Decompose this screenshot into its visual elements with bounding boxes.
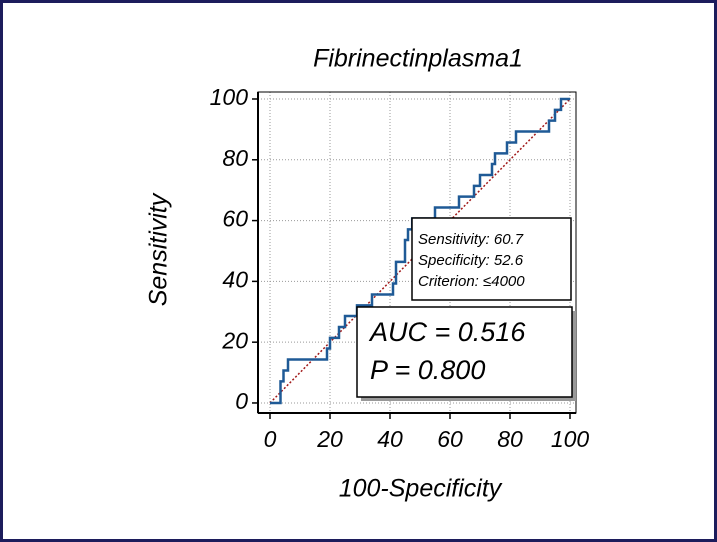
x-tick-label: 0 <box>264 426 277 452</box>
criterion-text: Specificity: 52.6 <box>418 252 524 269</box>
criterion-text: Sensitivity: 60.7 <box>418 231 524 248</box>
y-tick-label: 80 <box>222 145 248 171</box>
x-tick-label: 100 <box>551 426 590 452</box>
y-axis-label: Sensitivity <box>145 192 173 306</box>
criterion-text: Criterion: ≤4000 <box>418 273 525 290</box>
y-tick-label: 40 <box>222 266 248 292</box>
chart-title: Fibrinectinplasma1 <box>313 45 523 73</box>
stats-box <box>356 306 573 398</box>
x-tick-label: 20 <box>316 426 343 452</box>
stats-text: P = 0.800 <box>370 355 485 385</box>
y-tick-label: 0 <box>235 388 248 414</box>
criterion-box <box>411 217 572 301</box>
y-tick-label: 20 <box>221 327 248 353</box>
x-axis-label: 100-Specificity <box>339 475 503 503</box>
stats-text: AUC = 0.516 <box>368 317 526 347</box>
x-tick-label: 80 <box>497 426 523 452</box>
y-tick-label: 100 <box>210 84 249 110</box>
y-tick-label: 60 <box>222 206 248 232</box>
x-tick-label: 60 <box>437 426 463 452</box>
x-tick-label: 40 <box>377 426 403 452</box>
annotations: Sensitivity: 60.7 Specificity: 52.6 Criter… <box>356 217 576 401</box>
roc-curve <box>270 97 570 405</box>
